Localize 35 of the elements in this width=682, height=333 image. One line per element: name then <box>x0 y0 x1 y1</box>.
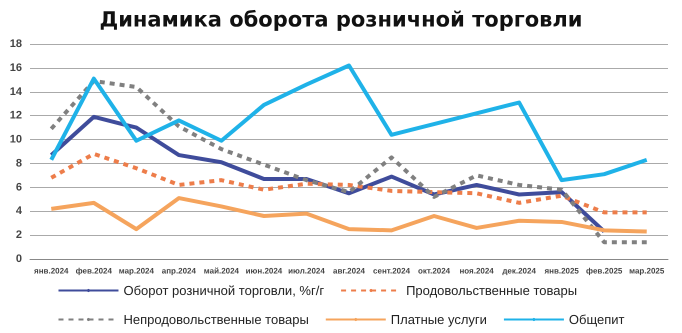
legend-label: Платные услуги <box>390 312 487 327</box>
y-tick-label: 16 <box>10 62 22 74</box>
legend-label: Оборот розничной торговли, %г/г <box>123 283 324 298</box>
line-series <box>49 196 649 234</box>
x-tick-label: июн.2024 <box>246 266 283 276</box>
y-tick-label: 10 <box>10 134 22 146</box>
x-tick-label: ноя.2024 <box>459 266 494 276</box>
y-tick-label: 6 <box>16 181 22 194</box>
y-tick-label: 4 <box>16 205 23 218</box>
x-tick-label: май.2024 <box>204 266 240 276</box>
line-series <box>49 64 649 182</box>
x-tick-label: дек.2024 <box>502 266 536 276</box>
x-tick-label: мар.2025 <box>629 266 665 276</box>
y-tick-label: 0 <box>16 253 22 265</box>
x-tick-label: мар.2024 <box>118 266 154 276</box>
line-series <box>49 152 649 214</box>
y-tick-label: 18 <box>10 38 22 50</box>
x-tick-label: сент.2024 <box>373 266 411 276</box>
line-series <box>49 79 649 244</box>
legend-label: Продовольственные товары <box>406 283 578 298</box>
y-tick-label: 2 <box>16 229 22 242</box>
x-tick-label: янв.2024 <box>34 266 70 276</box>
legend-label: Общепит <box>568 312 625 327</box>
x-tick-label: янв.2025 <box>544 266 580 276</box>
x-tick-label: фев.2025 <box>586 266 623 276</box>
y-tick-label: 12 <box>10 110 22 122</box>
x-tick-label: окт.2024 <box>418 266 451 276</box>
y-tick-label: 8 <box>16 157 22 170</box>
x-tick-label: апр.2024 <box>162 266 197 276</box>
x-tick-label: фев.2024 <box>76 266 112 276</box>
legend-label: Непродовольственные товары <box>123 312 309 327</box>
x-tick-label: авг.2024 <box>333 266 366 276</box>
chart-title: Динамика оборота розничной торговли <box>99 8 583 32</box>
x-tick-label: июл.2024 <box>288 266 326 276</box>
y-tick-label: 14 <box>10 86 23 98</box>
